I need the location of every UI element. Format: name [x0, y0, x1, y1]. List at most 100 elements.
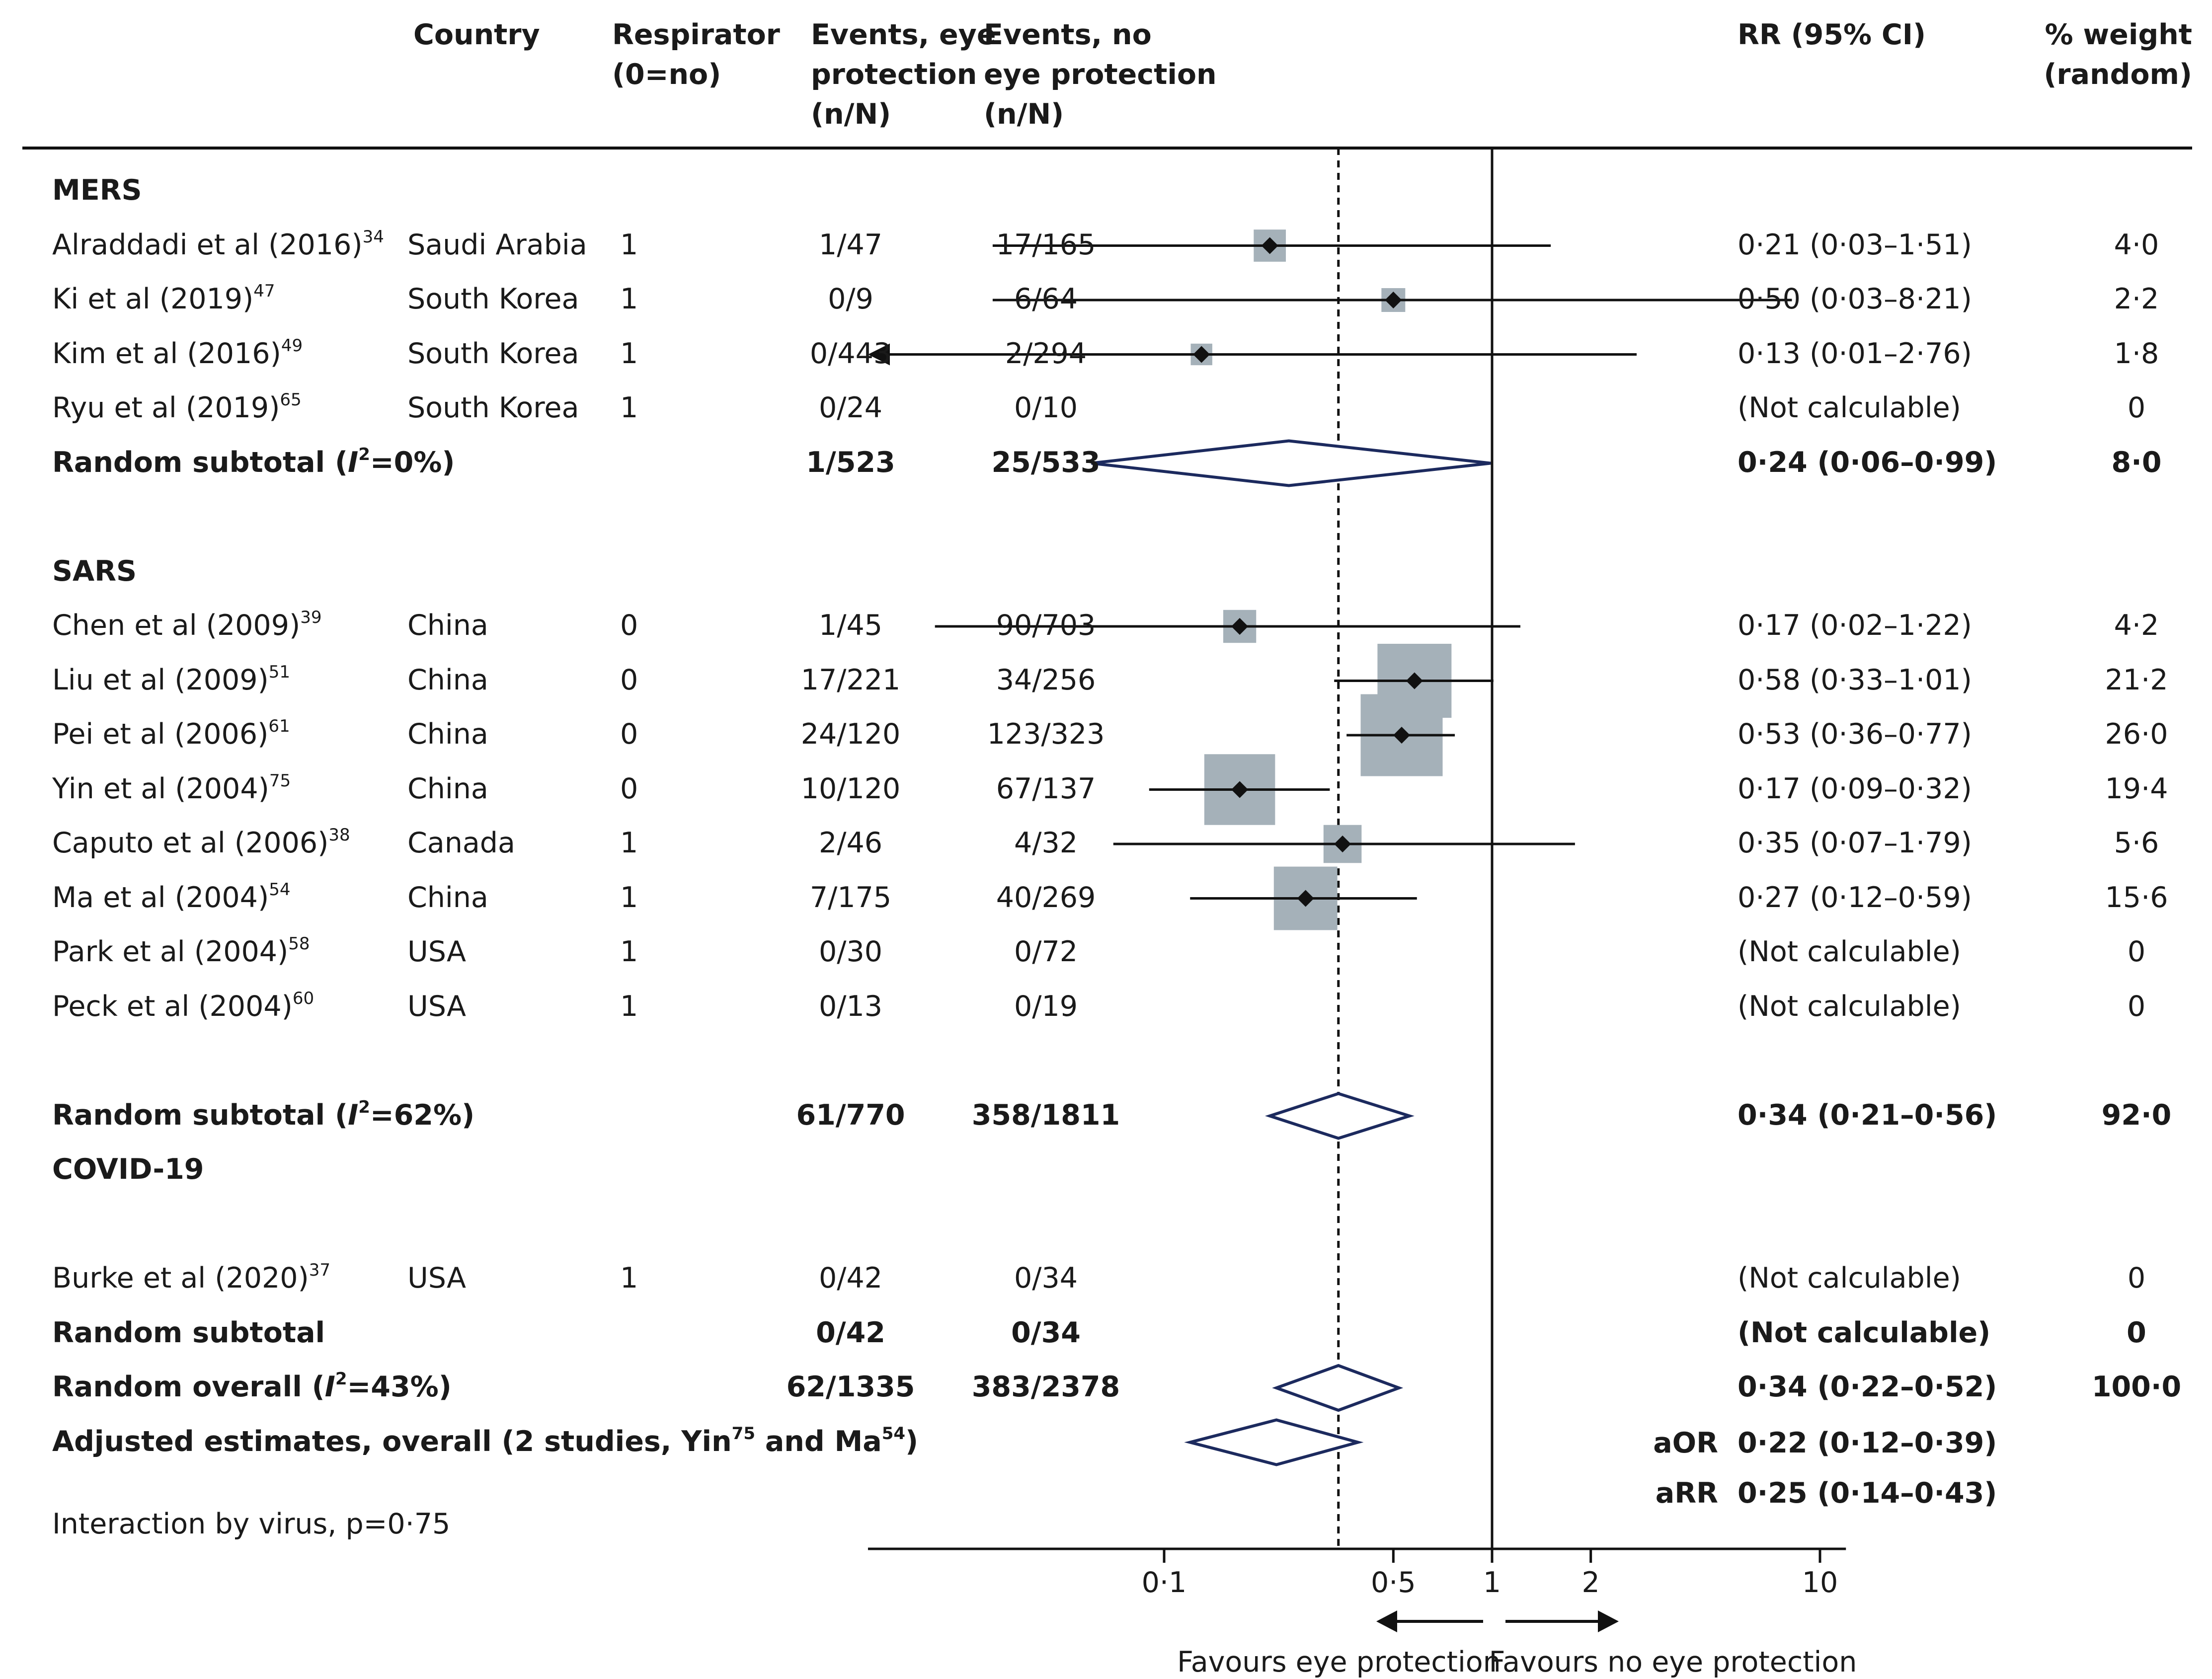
group-label: SARS	[52, 554, 137, 588]
i-squared-symbol: I	[348, 446, 359, 479]
study-events-eye: 7/175	[809, 881, 892, 914]
favours-right-arrowhead	[1598, 1610, 1619, 1632]
study-rr-ci: 0·53 (0·36–0·77)	[1738, 718, 1972, 751]
study-country: Saudi Arabia	[407, 228, 587, 261]
header-weight: % weight (random)	[2044, 15, 2192, 94]
study-events-eye: 0/24	[819, 391, 882, 424]
overall-weight: 100·0	[2091, 1371, 2182, 1403]
x-tick-label-1: 0·5	[1370, 1566, 1416, 1599]
study-respirator: 1	[620, 881, 638, 914]
study-weight: 1·8	[2114, 337, 2159, 370]
adjusted-ref-ma: 54	[881, 1423, 906, 1444]
study-rr-ci: 0·17 (0·02–1·22)	[1738, 609, 1972, 642]
study-events-eye: 24/120	[800, 718, 901, 751]
study-reference: 49	[281, 335, 303, 356]
study-events-eye: 17/221	[800, 663, 901, 696]
study-events-eye: 0/30	[819, 935, 882, 968]
study-rr-ci: 0·17 (0·09–0·32)	[1738, 772, 1972, 805]
study-reference: 54	[269, 879, 291, 900]
subtotal-label: Random subtotal	[52, 1316, 325, 1349]
header-events-no-eye-line1: Events, no	[984, 18, 1152, 51]
favours-left-arrowhead	[1376, 1610, 1397, 1632]
overall-rr-ci: 0·34 (0·22–0·52)	[1738, 1371, 1997, 1403]
overall-events-no-eye: 383/2378	[971, 1371, 1120, 1403]
study-reference: 58	[288, 934, 310, 954]
x-tick-label-3: 2	[1581, 1566, 1600, 1599]
study-weight: 4·2	[2114, 609, 2159, 642]
study-country: USA	[407, 935, 466, 968]
subtotal-events-no-eye: 358/1811	[971, 1098, 1120, 1132]
study-point-estimate	[1193, 346, 1210, 363]
study-respirator: 0	[620, 772, 638, 805]
study-label: Caputo et al (2006)38	[52, 825, 350, 859]
study-label: Liu et al (2009)51	[52, 662, 291, 696]
study-reference: 34	[362, 227, 384, 247]
study-rr-ci: 0·35 (0·07–1·79)	[1738, 827, 1972, 859]
arr-label: aRR	[1655, 1477, 1718, 1510]
study-weight: 0	[2127, 990, 2146, 1023]
study-events-eye: 0/13	[819, 990, 882, 1023]
study-weight: 2·2	[2114, 283, 2159, 315]
study-events-eye: 0/42	[819, 1262, 882, 1295]
study-point-estimate	[1297, 890, 1314, 907]
header-country: Country	[413, 18, 540, 51]
study-weight: 0	[2127, 391, 2146, 424]
study-weight: 21·2	[2105, 663, 2168, 696]
study-country: Canada	[407, 827, 515, 859]
header-events-eye: Events, eye protection (n/N)	[811, 15, 996, 134]
study-reference: 47	[253, 281, 275, 301]
study-country: China	[407, 663, 488, 696]
study-events-no-eye: 17/165	[996, 228, 1096, 261]
study-events-no-eye: 6/64	[1014, 283, 1078, 315]
study-events-eye: 0/9	[828, 283, 873, 315]
study-point-estimate	[1261, 237, 1278, 254]
i-squared-superscript: 2	[335, 1369, 347, 1389]
study-label: Ki et al (2019)47	[52, 281, 275, 315]
study-respirator: 1	[620, 827, 638, 859]
subtotal-rr-ci: 0·34 (0·21–0·56)	[1738, 1098, 1997, 1132]
study-events-no-eye: 0/34	[1014, 1262, 1078, 1295]
header-events-eye-line3: (n/N)	[811, 98, 891, 131]
study-events-no-eye: 2/294	[1005, 337, 1087, 370]
study-rr-ci: 0·21 (0·03–1·51)	[1738, 228, 1972, 261]
overall-diamond	[1272, 1364, 1404, 1412]
header-respirator-line1: Respirator	[612, 18, 780, 51]
study-events-no-eye: 67/137	[996, 772, 1096, 805]
study-reference: 39	[300, 608, 322, 627]
study-country: South Korea	[407, 283, 579, 315]
study-label: Ryu et al (2019)65	[52, 390, 302, 424]
x-tick-label-2: 1	[1483, 1566, 1501, 1599]
study-weight: 19·4	[2105, 772, 2168, 805]
study-weight: 5·6	[2114, 827, 2159, 859]
study-label: Park et al (2004)58	[52, 934, 310, 968]
subtotal-events-eye: 1/523	[806, 446, 895, 479]
study-events-eye: 1/45	[819, 609, 882, 642]
study-country: South Korea	[407, 337, 579, 370]
study-label: Ma et al (2004)54	[52, 879, 291, 914]
study-label: Peck et al (2004)60	[52, 988, 315, 1023]
study-events-no-eye: 0/72	[1014, 935, 1078, 968]
study-events-no-eye: 4/32	[1014, 827, 1078, 859]
study-reference: 37	[309, 1260, 331, 1280]
study-respirator: 1	[620, 1262, 638, 1295]
header-events-no-eye-line2: eye protection	[984, 58, 1217, 91]
adjusted-ref-yin: 75	[731, 1423, 755, 1444]
x-tick-label-0: 0·1	[1141, 1566, 1187, 1599]
subtotal-diamond	[1264, 1092, 1415, 1140]
subtotal-weight: 92·0	[2101, 1098, 2172, 1132]
study-point-estimate	[1334, 836, 1351, 852]
study-point-estimate	[1385, 292, 1402, 308]
study-rr-ci: 0·13 (0·01–2·76)	[1738, 337, 1972, 370]
study-events-eye: 1/47	[819, 228, 882, 261]
study-events-no-eye: 34/256	[996, 663, 1096, 696]
header-events-no-eye: Events, no eye protection (n/N)	[984, 15, 1217, 134]
subtotal-diamond	[1091, 439, 1491, 487]
subtotal-events-no-eye: 25/533	[991, 446, 1101, 479]
study-ci-clipped-arrow	[868, 343, 890, 366]
subtotal-label: Random subtotal (I2=0%)	[52, 444, 455, 479]
study-respirator: 0	[620, 663, 638, 696]
study-label: Chen et al (2009)39	[52, 608, 322, 642]
study-reference: 65	[280, 390, 302, 410]
study-events-eye: 2/46	[819, 827, 882, 859]
study-country: China	[407, 718, 488, 751]
